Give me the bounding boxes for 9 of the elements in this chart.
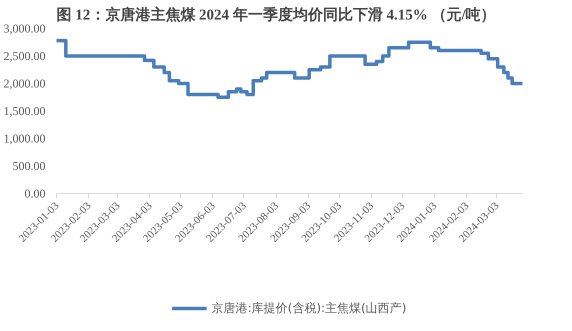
y-tick-label: 2,500.00 (4, 49, 46, 63)
y-tick-label: 2,000.00 (4, 76, 46, 90)
y-tick-label: 3,000.00 (4, 22, 46, 36)
y-tick-label: 500.00 (12, 159, 46, 173)
y-tick-label: 1,000.00 (4, 132, 46, 146)
chart-title: 图 12：京唐港主焦煤 2024 年一季度均价同比下滑 4.15% （元/吨） (56, 6, 496, 24)
legend-label: 京唐港:库提价(含税):主焦煤(山西产) (212, 300, 406, 316)
y-tick-label: 1,500.00 (4, 104, 46, 118)
y-tick-label: 0.00 (24, 186, 46, 200)
